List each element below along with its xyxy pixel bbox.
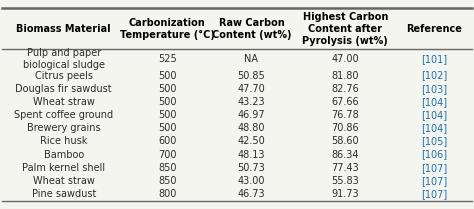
Text: Douglas fir sawdust: Douglas fir sawdust	[16, 84, 112, 94]
Text: [104]: [104]	[421, 97, 447, 107]
Text: 81.80: 81.80	[331, 71, 359, 80]
Text: 82.76: 82.76	[331, 84, 359, 94]
Text: 67.66: 67.66	[331, 97, 359, 107]
Text: [103]: [103]	[421, 84, 447, 94]
Text: Spent coffee ground: Spent coffee ground	[14, 110, 113, 120]
Text: [106]: [106]	[421, 150, 447, 159]
Text: 42.50: 42.50	[237, 136, 265, 146]
Text: 58.60: 58.60	[331, 136, 359, 146]
Text: 500: 500	[158, 84, 176, 94]
Text: 86.34: 86.34	[331, 150, 359, 159]
Text: 50.73: 50.73	[237, 163, 265, 173]
Text: 43.00: 43.00	[237, 176, 265, 186]
Text: 91.73: 91.73	[331, 189, 359, 199]
Text: Carbonization
Temperature (°C): Carbonization Temperature (°C)	[120, 18, 215, 40]
Text: 500: 500	[158, 110, 176, 120]
Text: 70.86: 70.86	[331, 123, 359, 133]
Text: 800: 800	[158, 189, 176, 199]
Text: 700: 700	[158, 150, 176, 159]
Text: [107]: [107]	[421, 176, 447, 186]
Text: Wheat straw: Wheat straw	[33, 176, 95, 186]
Text: Reference: Reference	[406, 24, 462, 34]
Text: Raw Carbon
Content (wt%): Raw Carbon Content (wt%)	[212, 18, 291, 40]
Text: Pine sawdust: Pine sawdust	[32, 189, 96, 199]
Text: Citrus peels: Citrus peels	[35, 71, 93, 80]
Text: [104]: [104]	[421, 123, 447, 133]
Text: Palm kernel shell: Palm kernel shell	[22, 163, 105, 173]
Text: 55.83: 55.83	[331, 176, 359, 186]
Text: 76.78: 76.78	[331, 110, 359, 120]
Text: [105]: [105]	[421, 136, 447, 146]
Text: [102]: [102]	[421, 71, 447, 80]
Text: [104]: [104]	[421, 110, 447, 120]
Text: 50.85: 50.85	[237, 71, 265, 80]
Text: Biomass Material: Biomass Material	[17, 24, 111, 34]
Text: Wheat straw: Wheat straw	[33, 97, 95, 107]
Text: 525: 525	[158, 54, 177, 64]
Text: Brewery grains: Brewery grains	[27, 123, 100, 133]
Text: Pulp and paper
biological sludge: Pulp and paper biological sludge	[23, 48, 105, 70]
Text: 48.80: 48.80	[237, 123, 265, 133]
Text: 850: 850	[158, 176, 176, 186]
Text: 500: 500	[158, 71, 176, 80]
Text: 47.70: 47.70	[237, 84, 265, 94]
Text: Rice husk: Rice husk	[40, 136, 87, 146]
Text: 47.00: 47.00	[331, 54, 359, 64]
Text: [107]: [107]	[421, 163, 447, 173]
Text: 43.23: 43.23	[237, 97, 265, 107]
Text: 600: 600	[158, 136, 176, 146]
Text: 500: 500	[158, 97, 176, 107]
Text: 850: 850	[158, 163, 176, 173]
Text: 46.97: 46.97	[237, 110, 265, 120]
Text: NA: NA	[245, 54, 258, 64]
Text: Highest Carbon
Content after
Pyrolysis (wt%): Highest Carbon Content after Pyrolysis (…	[302, 12, 388, 46]
Text: 77.43: 77.43	[331, 163, 359, 173]
Text: [107]: [107]	[421, 189, 447, 199]
Text: 46.73: 46.73	[237, 189, 265, 199]
Text: 500: 500	[158, 123, 176, 133]
Text: [101]: [101]	[421, 54, 447, 64]
Text: 48.13: 48.13	[237, 150, 265, 159]
Text: Bamboo: Bamboo	[44, 150, 84, 159]
